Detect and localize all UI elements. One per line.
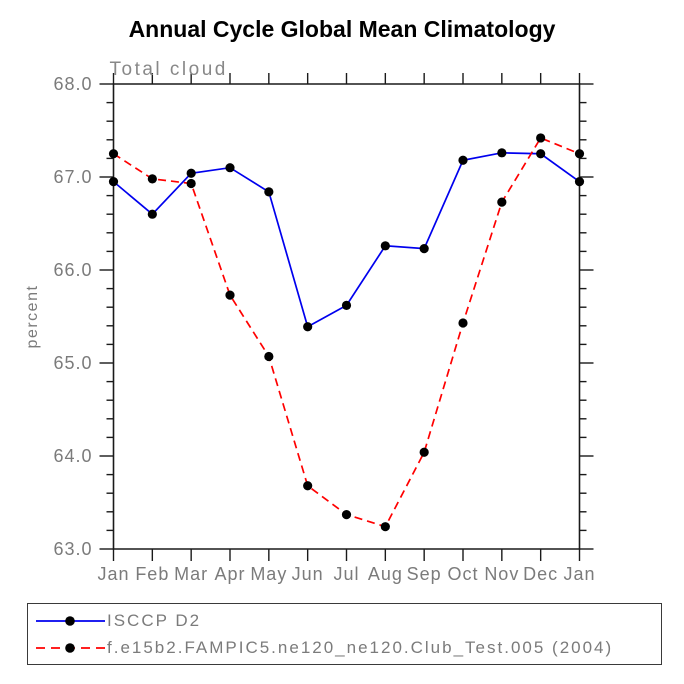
- data-point-marker: [380, 522, 390, 532]
- y-tick-label: 68.0: [53, 74, 92, 94]
- plot-subtitle: Total cloud: [110, 59, 228, 80]
- data-point-marker: [574, 177, 585, 187]
- data-point-marker: [536, 133, 546, 143]
- y-tick-label: 66.0: [53, 260, 92, 280]
- legend-label-isccp: ISCCP D2: [107, 611, 202, 630]
- data-point-marker: [303, 481, 313, 491]
- data-point-marker: [419, 447, 429, 457]
- x-tick-label: Apr: [214, 564, 245, 584]
- data-point-marker: [303, 322, 313, 332]
- axis-ticks: [99, 73, 594, 561]
- data-point-marker: [147, 174, 157, 184]
- legend-label-model: f.e15b2.FAMPIC5.ne120_ne120.Club_Test.00…: [107, 638, 614, 657]
- plot-frame: [112, 83, 581, 550]
- x-tick-label: Dec: [523, 564, 558, 584]
- x-tick-label: May: [250, 564, 287, 584]
- data-point-marker: [458, 155, 468, 165]
- legend-row-model: f.e15b2.FAMPIC5.ne120_ne120.Club_Test.00…: [28, 634, 661, 661]
- x-tick-label: Feb: [135, 564, 169, 584]
- data-point-marker: [574, 149, 585, 159]
- data-point-marker: [458, 318, 468, 328]
- series-markers-0: [108, 148, 585, 332]
- data-point-marker: [108, 149, 119, 159]
- data-point-marker: [497, 197, 507, 207]
- series-markers-1: [108, 133, 585, 532]
- x-tick-label: Mar: [174, 564, 208, 584]
- x-tick-label: Sep: [407, 564, 442, 584]
- legend-dashed-line-icon: [36, 642, 105, 653]
- data-point-marker: [108, 177, 119, 187]
- data-point-marker: [264, 187, 274, 197]
- data-point-marker: [497, 148, 507, 158]
- x-tick-label: Jan: [563, 564, 595, 584]
- series-line-1: [113, 136, 580, 528]
- x-tick-label: Oct: [447, 564, 478, 584]
- x-tick-label: Aug: [368, 564, 403, 584]
- data-point-marker: [341, 509, 352, 520]
- legend-solid-line-icon: [36, 615, 105, 626]
- y-tick-label: 67.0: [53, 167, 92, 187]
- series-line-0: [112, 151, 580, 328]
- data-point-marker: [536, 149, 546, 159]
- legend-box: ISCCP D2 f.e15b2.FAMPIC5.ne120_ne120.Clu…: [27, 603, 662, 665]
- x-tick-label: Nov: [484, 564, 519, 584]
- x-tick-label: Jul: [333, 564, 359, 584]
- data-point-marker: [147, 209, 157, 219]
- data-point-marker: [225, 163, 235, 173]
- y-axis-title: percent: [24, 285, 41, 349]
- y-tick-label: 63.0: [53, 539, 92, 559]
- x-tick-label: Jan: [97, 564, 129, 584]
- data-point-marker: [225, 290, 235, 300]
- data-point-marker: [341, 300, 352, 310]
- legend-row-isccp: ISCCP D2: [28, 607, 661, 634]
- page-title: Annual Cycle Global Mean Climatology: [128, 16, 556, 42]
- x-tick-label: Jun: [292, 564, 324, 584]
- data-point-marker: [186, 178, 196, 189]
- data-point-marker: [264, 351, 274, 362]
- data-point-marker: [186, 168, 196, 178]
- y-tick-label: 65.0: [53, 353, 92, 373]
- data-point-marker: [380, 241, 390, 251]
- y-tick-label: 64.0: [53, 446, 92, 466]
- data-point-marker: [419, 244, 429, 254]
